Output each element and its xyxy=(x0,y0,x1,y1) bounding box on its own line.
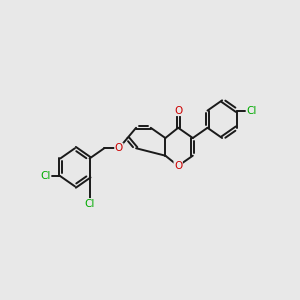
Text: Cl: Cl xyxy=(84,199,95,208)
Text: O: O xyxy=(174,106,182,116)
Text: O: O xyxy=(174,161,182,171)
Text: O: O xyxy=(115,143,123,153)
Text: Cl: Cl xyxy=(246,106,256,116)
Text: Cl: Cl xyxy=(40,171,51,181)
